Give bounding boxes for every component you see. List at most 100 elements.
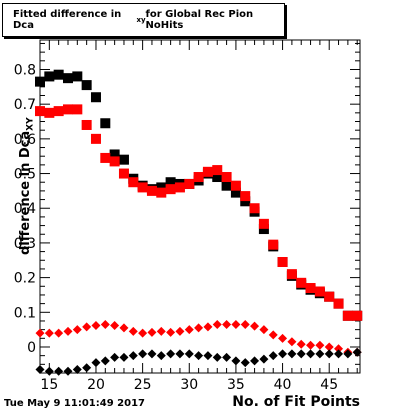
data-point-square-s1: [128, 177, 139, 188]
data-point-diamond-s2: [44, 328, 54, 338]
timestamp: Tue May 9 11:01:49 2017: [4, 398, 145, 409]
data-point-diamond-s2: [231, 319, 241, 329]
chart-title-suffix: for Global Rec Pion NoHits: [145, 9, 254, 31]
data-point-square-s0: [100, 118, 111, 129]
data-point-diamond-s2: [334, 344, 344, 354]
data-point-diamond-s2: [175, 326, 185, 336]
x-tick-label: 45: [320, 377, 338, 393]
plot-frame: [39, 39, 361, 374]
data-point-diamond-s3: [352, 347, 362, 357]
data-point-diamond-s2: [110, 320, 120, 330]
data-point-diamond-s3: [54, 366, 64, 376]
data-point-square-s1: [296, 277, 307, 288]
data-point-square-s1: [118, 168, 129, 179]
y-tick-label: 0.5: [14, 167, 36, 183]
data-point-square-s1: [137, 182, 148, 193]
data-point-diamond-s3: [35, 365, 45, 375]
data-point-square-s0: [81, 80, 92, 91]
data-point-square-s1: [342, 310, 353, 321]
data-point-square-s0: [53, 69, 64, 80]
data-point-diamond-s2: [194, 323, 204, 333]
data-point-square-s0: [109, 149, 120, 160]
data-point-diamond-s3: [278, 349, 288, 359]
data-point-diamond-s2: [287, 337, 297, 347]
data-point-diamond-s2: [119, 323, 129, 333]
data-point-square-s1: [212, 165, 223, 176]
data-point-diamond-s3: [166, 349, 176, 359]
data-point-square-s0: [35, 76, 45, 87]
data-point-diamond-s3: [268, 351, 278, 361]
data-point-diamond-s3: [138, 349, 148, 359]
data-point-diamond-s2: [212, 319, 222, 329]
data-point-diamond-s2: [166, 327, 176, 337]
data-point-diamond-s3: [306, 349, 316, 359]
data-point-square-s1: [352, 310, 363, 321]
data-point-diamond-s3: [175, 349, 185, 359]
data-point-square-s1: [146, 185, 157, 196]
x-tick-label: 35: [227, 377, 245, 393]
data-point-diamond-s3: [82, 363, 92, 373]
data-point-square-s1: [165, 184, 176, 195]
data-point-square-s1: [221, 172, 232, 183]
y-tick-label: 0.8: [14, 62, 36, 78]
data-point-diamond-s2: [315, 340, 325, 350]
data-point-diamond-s2: [296, 339, 306, 349]
data-point-square-s1: [286, 269, 297, 280]
data-point-square-s0: [165, 177, 176, 188]
data-point-square-s1: [81, 119, 92, 130]
data-point-square-s1: [156, 187, 167, 198]
data-point-diamond-s3: [324, 349, 334, 359]
data-point-square-s1: [100, 152, 111, 163]
x-tick-label: 15: [40, 377, 58, 393]
data-point-square-s1: [277, 257, 288, 267]
data-point-diamond-s3: [250, 356, 260, 366]
data-point-diamond-s2: [63, 326, 73, 336]
data-point-diamond-s3: [259, 354, 269, 364]
y-tick-label: 0: [27, 340, 36, 356]
data-point-diamond-s3: [156, 351, 166, 361]
data-point-square-s1: [174, 182, 185, 193]
data-point-square-s0: [156, 182, 167, 193]
data-point-diamond-s2: [250, 321, 260, 331]
data-point-diamond-s2: [82, 322, 92, 332]
data-point-square-s1: [249, 203, 260, 214]
data-point-diamond-s3: [222, 352, 232, 362]
data-point-diamond-s2: [147, 327, 157, 337]
y-tick-label: 0.4: [14, 201, 36, 217]
data-point-diamond-s3: [128, 351, 138, 361]
data-point-diamond-s2: [240, 319, 250, 329]
data-point-diamond-s2: [35, 328, 45, 338]
data-point-square-s1: [193, 172, 204, 183]
data-point-square-s1: [109, 156, 120, 167]
data-point-square-s1: [184, 178, 195, 189]
x-axis-label: No. of Fit Points: [232, 394, 360, 410]
data-point-square-s0: [258, 224, 269, 235]
data-point-diamond-s3: [334, 349, 344, 359]
data-point-square-s0: [62, 73, 73, 84]
y-tick-label: 0.2: [14, 271, 36, 287]
data-point-square-s1: [72, 104, 83, 115]
data-point-square-s1: [90, 133, 101, 144]
data-point-square-s0: [230, 187, 241, 198]
data-point-square-s0: [221, 180, 232, 191]
x-tick-label: 30: [180, 377, 198, 393]
data-point-square-s1: [240, 191, 251, 202]
data-point-square-s0: [90, 92, 101, 103]
data-point-square-s0: [118, 154, 129, 165]
data-point-square-s1: [53, 106, 64, 117]
data-point-diamond-s3: [194, 351, 204, 361]
data-point-square-s1: [324, 291, 335, 302]
data-point-diamond-s3: [72, 365, 82, 375]
y-tick-label: 0.7: [14, 97, 36, 113]
y-tick-label: 0.3: [14, 236, 36, 252]
data-point-diamond-s2: [72, 325, 82, 335]
data-point-diamond-s3: [100, 356, 110, 366]
data-point-diamond-s3: [231, 356, 241, 366]
data-point-square-s0: [44, 71, 55, 82]
data-point-diamond-s2: [100, 319, 110, 329]
data-point-diamond-s3: [44, 366, 54, 376]
chart-title-subscript: xy: [136, 16, 146, 24]
data-point-square-s1: [305, 283, 316, 294]
data-point-square-s1: [44, 107, 55, 118]
data-point-diamond-s2: [91, 320, 101, 330]
